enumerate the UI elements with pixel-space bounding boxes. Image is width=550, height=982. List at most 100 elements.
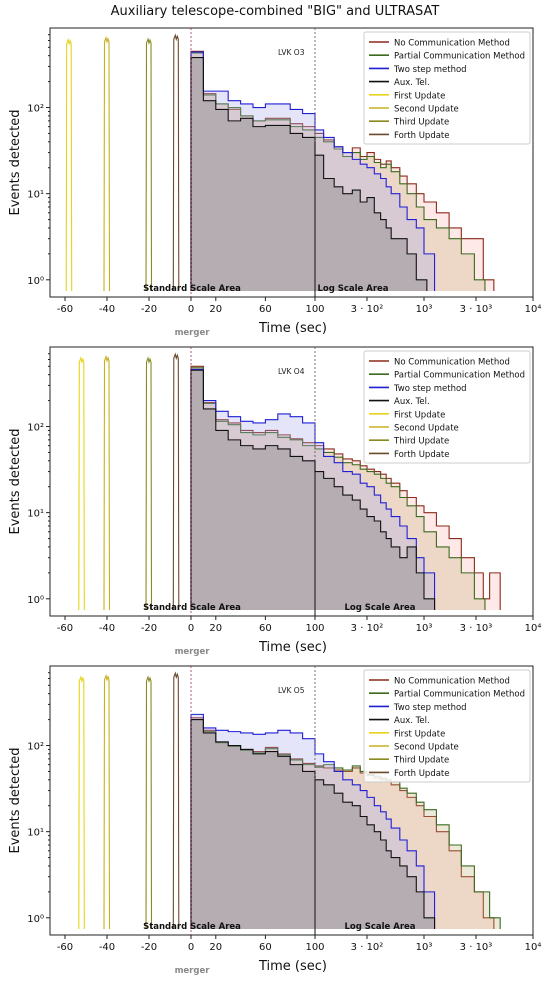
x-tick-label: 0 bbox=[188, 304, 194, 315]
run-annotation: LVK O3 bbox=[278, 48, 305, 57]
legend-entry: Partial Communication Method bbox=[394, 690, 525, 700]
update-spike-1 bbox=[65, 37, 73, 292]
x-tick-label: 60 bbox=[259, 942, 272, 953]
x-tick-label: 10³ bbox=[416, 304, 433, 315]
legend-entry: No Communication Method bbox=[394, 39, 510, 49]
x-axis-label: Time (sec) bbox=[258, 321, 327, 336]
y-tick-label: 10¹ bbox=[27, 828, 44, 839]
y-tick-label: 10² bbox=[27, 104, 44, 115]
update-spike-3 bbox=[145, 675, 153, 930]
x-tick-label: -20 bbox=[141, 942, 157, 953]
y-tick-label: 10¹ bbox=[27, 509, 44, 520]
merger-label: merger bbox=[175, 328, 211, 338]
x-tick-label: 3 · 10² bbox=[351, 942, 384, 953]
x-tick-label: 20 bbox=[209, 304, 222, 315]
legend-entry: Forth Update bbox=[394, 769, 450, 779]
chart-panel-2: LVK O4 10⁰ 10¹ 10² -60 -40 -20 0 20 60 100 3 · 10² 1… bbox=[8, 346, 542, 657]
standard-scale-label: Standard Scale Area bbox=[143, 922, 241, 932]
series-no_comm-line bbox=[190, 365, 501, 610]
x-axis-label: Time (sec) bbox=[258, 640, 327, 655]
legend-entry: Second Update bbox=[394, 743, 459, 753]
legend-entry: Forth Update bbox=[394, 131, 450, 141]
x-tick-label: -60 bbox=[57, 942, 73, 953]
series-partial-line bbox=[190, 367, 486, 610]
legend-entry: No Communication Method bbox=[394, 358, 510, 368]
y-axis-label: Events detected bbox=[8, 110, 23, 216]
legend-entry: Two step method bbox=[393, 65, 467, 75]
legend-entry: First Update bbox=[394, 91, 445, 101]
log-scale-label: Log Scale Area bbox=[317, 284, 388, 294]
x-tick-label: 0 bbox=[188, 623, 194, 634]
y-tick-label: 10⁰ bbox=[27, 914, 44, 925]
x-tick-label: -40 bbox=[99, 942, 115, 953]
legend-entry: First Update bbox=[394, 410, 445, 420]
x-tick-label: 20 bbox=[209, 942, 222, 953]
merger-label: merger bbox=[175, 966, 211, 976]
chart-panel-1: LVK O3 10⁰ 10¹ 10² -60 -40 -20 0 20 60 100 3 · 10² 1… bbox=[8, 27, 542, 338]
x-tick-label: -40 bbox=[99, 623, 115, 634]
series-aux-line bbox=[190, 57, 428, 291]
legend-entry: Third Update bbox=[393, 118, 449, 128]
series-two_step-fill bbox=[191, 714, 435, 929]
y-tick-label: 10² bbox=[27, 742, 44, 753]
update-spike-4 bbox=[172, 671, 180, 930]
y-tick-label: 10¹ bbox=[27, 190, 44, 201]
x-tick-label: 20 bbox=[209, 623, 222, 634]
x-tick-label: 100 bbox=[305, 304, 324, 315]
legend: No Communication Method Partial Communica… bbox=[363, 31, 531, 145]
x-tick-label: 60 bbox=[259, 623, 272, 634]
series-two_step-line bbox=[190, 51, 436, 291]
x-tick-label: 10⁴ bbox=[525, 623, 542, 634]
legend-box bbox=[363, 31, 531, 145]
x-tick-label: 10⁴ bbox=[525, 304, 542, 315]
run-annotation: LVK O5 bbox=[278, 686, 305, 695]
update-spike-2 bbox=[103, 354, 111, 611]
legend-entry: Third Update bbox=[393, 437, 449, 447]
series-two_step-line bbox=[190, 368, 436, 610]
series-aux-fill bbox=[191, 370, 435, 610]
log-scale-label: Log Scale Area bbox=[344, 922, 415, 932]
series-two_step-line bbox=[190, 713, 436, 929]
legend-entry: Partial Communication Method bbox=[394, 52, 525, 62]
legend-entry: Two step method bbox=[393, 703, 467, 713]
series-aux-fill bbox=[191, 719, 435, 929]
legend-entry: Two step method bbox=[393, 384, 467, 394]
legend-entry: Aux. Tel. bbox=[394, 397, 430, 407]
series-two_step-fill bbox=[191, 369, 435, 610]
x-tick-label: 3 · 10² bbox=[351, 304, 384, 315]
series-partial-fill bbox=[191, 719, 501, 929]
legend-entry: Aux. Tel. bbox=[394, 716, 430, 726]
x-tick-label: 10³ bbox=[416, 942, 433, 953]
series-two_step-fill bbox=[191, 52, 435, 291]
series-aux-line bbox=[190, 369, 436, 610]
run-annotation: LVK O4 bbox=[278, 367, 305, 376]
update-spike-1 bbox=[78, 356, 85, 611]
y-axis-label: Events detected bbox=[8, 429, 23, 535]
update-spike-4 bbox=[172, 33, 180, 292]
x-tick-label: -20 bbox=[141, 623, 157, 634]
series-partial-fill bbox=[191, 52, 485, 292]
y-tick-label: 10⁰ bbox=[27, 595, 44, 606]
standard-scale-label: Standard Scale Area bbox=[143, 603, 241, 613]
x-tick-label: -60 bbox=[57, 623, 73, 634]
legend-entry: Partial Communication Method bbox=[394, 371, 525, 381]
series-partial-line bbox=[190, 52, 486, 291]
x-tick-label: 0 bbox=[188, 942, 194, 953]
legend-entry: No Communication Method bbox=[394, 677, 510, 687]
x-tick-label: 10⁴ bbox=[525, 942, 542, 953]
series-partial-fill bbox=[191, 367, 485, 610]
legend-box bbox=[363, 669, 531, 783]
x-tick-label: 10³ bbox=[416, 623, 433, 634]
update-spike-4 bbox=[172, 352, 180, 611]
x-tick-label: -60 bbox=[57, 304, 73, 315]
plot-frame bbox=[49, 27, 534, 298]
series-no_comm-fill bbox=[191, 51, 494, 291]
legend: No Communication Method Partial Communica… bbox=[363, 350, 531, 464]
x-axis-label: Time (sec) bbox=[258, 959, 327, 974]
plot-frame bbox=[49, 346, 534, 617]
update-spike-2 bbox=[103, 35, 111, 292]
update-spike-1 bbox=[78, 675, 85, 930]
figure-title: Auxiliary telescope-combined "BIG" and U… bbox=[110, 4, 440, 19]
legend-box bbox=[363, 350, 531, 464]
